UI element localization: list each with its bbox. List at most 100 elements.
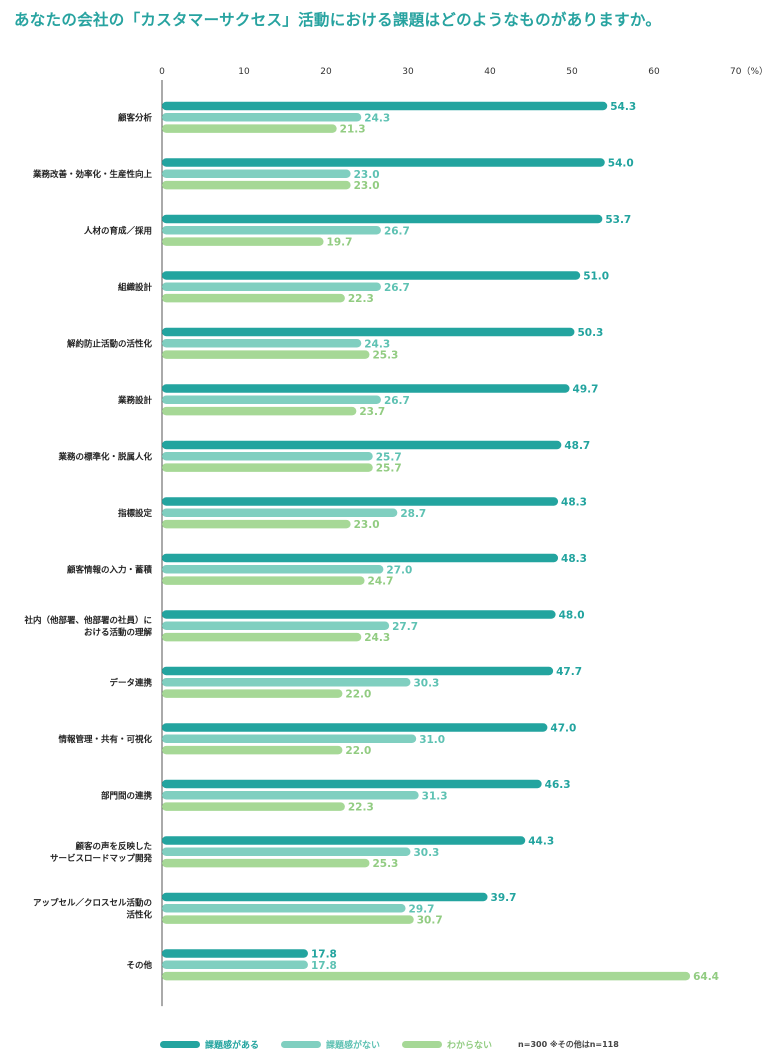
data-label: 25.3 — [372, 858, 398, 870]
category-label: 業務改善・効率化・生産性向上 — [32, 169, 153, 180]
legend-swatch-series-3 — [402, 1041, 443, 1048]
x-tick-label: 40 — [484, 67, 496, 77]
data-label: 48.3 — [561, 553, 587, 565]
bar — [162, 553, 559, 563]
category-label: 顧客の声を反映した — [75, 841, 152, 852]
data-label: 53.7 — [605, 214, 631, 226]
x-tick-label: 60 — [648, 67, 660, 77]
data-label: 46.3 — [545, 779, 571, 791]
data-label: 17.8 — [311, 949, 337, 961]
bar — [162, 858, 370, 868]
bar — [162, 960, 308, 970]
category-label: 活性化 — [126, 909, 152, 920]
bar — [162, 610, 556, 619]
data-label: 50.3 — [577, 327, 603, 339]
bar — [162, 113, 362, 122]
x-tick-label: 50 — [566, 67, 578, 77]
data-label: 22.3 — [348, 802, 374, 814]
data-label: 27.7 — [392, 621, 418, 633]
category-label: 顧客分析 — [118, 112, 153, 123]
bar — [162, 463, 373, 472]
data-label: 48.0 — [559, 610, 585, 622]
category-label: 解約防止活動の活性化 — [67, 338, 153, 349]
data-label: 54.3 — [610, 101, 636, 113]
data-label: 25.7 — [376, 463, 402, 475]
bar — [162, 734, 417, 744]
legend-item-series-1: 課題感がある — [160, 1038, 259, 1051]
data-label: 30.3 — [413, 847, 439, 859]
bar — [162, 339, 362, 348]
bar — [162, 892, 488, 902]
bar — [162, 847, 411, 857]
data-label: 24.3 — [364, 338, 390, 350]
data-label: 49.7 — [573, 384, 599, 396]
data-label: 24.7 — [368, 576, 394, 588]
legend-label-series-2: 課題感がない — [326, 1041, 381, 1051]
bar — [162, 440, 562, 450]
data-label: 44.3 — [528, 836, 554, 848]
data-label: 39.7 — [491, 892, 517, 904]
bar — [162, 327, 575, 337]
bar — [162, 678, 411, 687]
chart-title: あなたの会社の「カスタマーサクセス」活動における課題はどのようなものがありますか… — [14, 11, 662, 29]
data-label: 25.7 — [376, 451, 402, 463]
data-label: 23.0 — [354, 180, 380, 192]
bar — [162, 632, 362, 642]
legend-swatch-series-1 — [160, 1041, 200, 1048]
bar — [162, 350, 370, 359]
bar — [162, 949, 308, 958]
bar — [162, 836, 526, 845]
bar — [162, 971, 691, 981]
bar — [162, 497, 559, 506]
bar — [162, 779, 542, 789]
data-label: 26.7 — [384, 282, 410, 294]
data-label: 17.8 — [311, 960, 337, 972]
category-label: 情報管理・共有・可視化 — [57, 734, 152, 745]
data-label: 23.0 — [354, 169, 380, 181]
data-label: 24.3 — [364, 632, 390, 644]
x-tick-label: 0 — [159, 67, 165, 77]
bar — [162, 621, 390, 631]
bar — [162, 915, 414, 924]
x-tick-label: 30 — [402, 67, 414, 77]
data-label: 29.7 — [409, 903, 435, 915]
bar — [162, 226, 381, 235]
data-label: 30.7 — [417, 915, 443, 927]
bar — [162, 124, 337, 133]
bar — [162, 565, 384, 574]
bar — [162, 406, 357, 416]
legend-label-series-3: わからない — [447, 1041, 493, 1051]
legend-item-series-2: 課題感がない — [281, 1038, 380, 1051]
category-label: データ連携 — [109, 677, 152, 688]
bar — [162, 519, 351, 529]
bar — [162, 745, 343, 755]
category-label: サービスロードマップ開発 — [50, 853, 153, 864]
bar — [162, 508, 398, 518]
data-label: 22.3 — [348, 293, 374, 305]
bar — [162, 384, 570, 393]
category-label: 業務の標準化・脱属人化 — [57, 451, 152, 462]
data-label: 26.7 — [384, 395, 410, 407]
data-label: 26.7 — [384, 225, 410, 237]
bar — [162, 169, 351, 179]
bar — [162, 293, 345, 303]
data-label: 23.0 — [354, 519, 380, 531]
category-label: その他 — [126, 960, 152, 971]
sample-size-note: n=300 ※その他はn=118 — [518, 1040, 619, 1049]
data-label: 47.7 — [556, 666, 582, 678]
bar — [162, 904, 406, 913]
bar — [162, 452, 373, 461]
bar — [162, 723, 548, 732]
category-label: アップセル／クロスセル活動の — [33, 897, 152, 908]
category-label: 社内（他部署、他部署の社員）に — [23, 615, 152, 626]
category-label: おける活動の理解 — [84, 627, 153, 638]
legend-label-series-1: 課題感がある — [205, 1041, 260, 1051]
category-label: 業務設計 — [117, 395, 153, 406]
data-label: 25.3 — [372, 350, 398, 362]
data-label: 21.3 — [340, 124, 366, 136]
data-label: 23.7 — [359, 406, 385, 418]
bar — [162, 666, 554, 676]
bar — [162, 101, 608, 111]
category-label: 顧客情報の入力・蓄積 — [67, 564, 153, 575]
